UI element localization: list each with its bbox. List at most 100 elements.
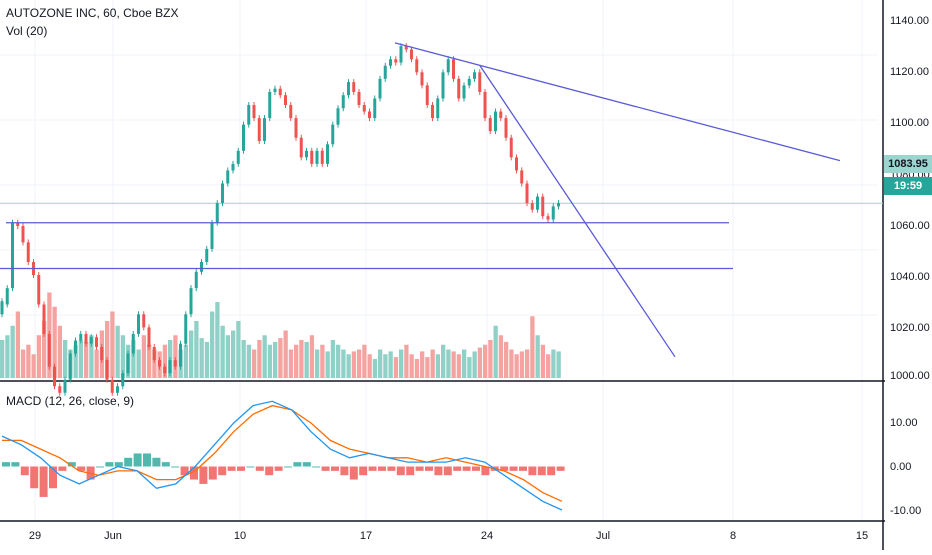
candle-body bbox=[373, 98, 377, 119]
volume-bar bbox=[52, 306, 57, 378]
volume-bar bbox=[309, 335, 315, 378]
candle-body bbox=[273, 88, 277, 92]
volume-bar bbox=[451, 351, 456, 378]
macd-histogram-bar bbox=[265, 466, 274, 476]
candle-body bbox=[194, 271, 198, 289]
candle-body bbox=[315, 150, 319, 164]
candle-body bbox=[126, 353, 130, 374]
candle-body bbox=[215, 203, 219, 223]
volume-bar bbox=[399, 349, 404, 378]
candle-body bbox=[210, 222, 214, 249]
volume-bar bbox=[231, 330, 236, 378]
candle-body bbox=[383, 65, 387, 79]
candle-body bbox=[84, 333, 88, 344]
volume-bar bbox=[115, 325, 120, 378]
candle-body bbox=[236, 150, 240, 164]
candle-body bbox=[478, 72, 482, 92]
candle-body bbox=[410, 49, 413, 60]
volume-bar bbox=[204, 341, 210, 378]
macd-histogram-bar bbox=[425, 466, 433, 471]
macd-histogram-bar bbox=[519, 466, 527, 471]
candle-body bbox=[494, 111, 497, 132]
candle-body bbox=[530, 203, 534, 210]
price-tick-label: 1100.00 bbox=[890, 117, 929, 129]
volume-bar bbox=[141, 335, 147, 378]
candle-body bbox=[357, 91, 361, 106]
time-tick-label: 29 bbox=[29, 530, 41, 542]
volume-bar bbox=[483, 344, 488, 378]
macd-histogram-bar bbox=[406, 466, 415, 476]
macd-histogram-bar bbox=[443, 466, 452, 476]
volume-title[interactable]: Vol (20) bbox=[6, 24, 48, 38]
candle-body bbox=[378, 78, 382, 99]
signal-line bbox=[2, 404, 563, 502]
macd-histogram-bar bbox=[481, 466, 490, 476]
candle-body bbox=[399, 46, 403, 63]
candle-body bbox=[341, 95, 345, 109]
macd-histogram-bar bbox=[208, 466, 217, 480]
macd-histogram-bar bbox=[218, 466, 227, 476]
candle-body bbox=[431, 105, 434, 119]
macd-histogram-bar bbox=[20, 466, 29, 476]
volume-bar bbox=[551, 349, 556, 378]
volume-bar bbox=[446, 349, 451, 378]
macd-histogram-bar bbox=[415, 466, 424, 471]
volume-bar bbox=[393, 357, 399, 378]
volume-bar bbox=[362, 344, 367, 378]
volume-bar bbox=[36, 335, 42, 378]
volume-bar bbox=[21, 349, 26, 378]
macd-histogram-bar bbox=[237, 466, 245, 471]
macd-line bbox=[1, 400, 563, 511]
price-tick-label: 1120.00 bbox=[890, 66, 929, 78]
symbol-title[interactable]: AUTOZONE INC, 60, Cboe BZX bbox=[6, 6, 179, 20]
volume-bar bbox=[472, 351, 477, 378]
candle-body bbox=[294, 118, 298, 138]
volume-bar bbox=[378, 349, 383, 378]
candle-body bbox=[488, 118, 492, 132]
candle-body bbox=[179, 343, 182, 367]
candle-body bbox=[310, 150, 314, 164]
volume-bar bbox=[336, 344, 341, 378]
macd-title[interactable]: MACD (12, 26, close, 9) bbox=[6, 394, 135, 408]
time-tick-label: 24 bbox=[481, 530, 493, 542]
candle-body bbox=[515, 157, 518, 171]
volume-bar bbox=[173, 335, 178, 378]
price-tick-label: 1140.00 bbox=[890, 15, 929, 27]
candle-body bbox=[89, 337, 93, 344]
macd-histogram-bar bbox=[396, 466, 405, 476]
macd-histogram-bar bbox=[77, 466, 86, 471]
candle-body bbox=[11, 222, 14, 289]
macd-histogram-bar bbox=[312, 466, 321, 468]
volume-bar bbox=[199, 338, 204, 378]
candle-body bbox=[131, 333, 135, 354]
candle-body bbox=[226, 170, 230, 184]
candle-body bbox=[504, 118, 508, 138]
macd-histogram-bar bbox=[30, 466, 39, 489]
volume-bar bbox=[5, 335, 10, 378]
price-tick-label: 1040.00 bbox=[890, 271, 930, 283]
volume-bar bbox=[31, 354, 36, 378]
candle-body bbox=[47, 333, 51, 367]
volume-bar bbox=[299, 340, 304, 378]
volume-bar bbox=[215, 302, 220, 378]
candle-body bbox=[37, 275, 41, 305]
volume-bar bbox=[236, 321, 241, 378]
candle-body bbox=[173, 360, 177, 367]
volume-bar bbox=[273, 341, 278, 378]
macd-histogram-bar bbox=[180, 466, 189, 476]
volume-bar bbox=[456, 354, 462, 378]
candle-body bbox=[263, 118, 266, 141]
time-tick-label: Jul bbox=[596, 530, 610, 542]
volume-bar bbox=[546, 354, 551, 378]
countdown-tag: 19:59 bbox=[884, 177, 932, 195]
macd-histogram-bar bbox=[67, 462, 76, 467]
volume-bar bbox=[467, 357, 472, 378]
candle-body bbox=[26, 242, 30, 262]
volume-bar bbox=[241, 340, 246, 378]
volume-bar bbox=[42, 321, 47, 378]
macd-histogram-bar bbox=[462, 466, 471, 471]
macd-histogram-bar bbox=[199, 466, 208, 484]
candle-body bbox=[168, 360, 172, 374]
volume-bar bbox=[346, 354, 351, 378]
